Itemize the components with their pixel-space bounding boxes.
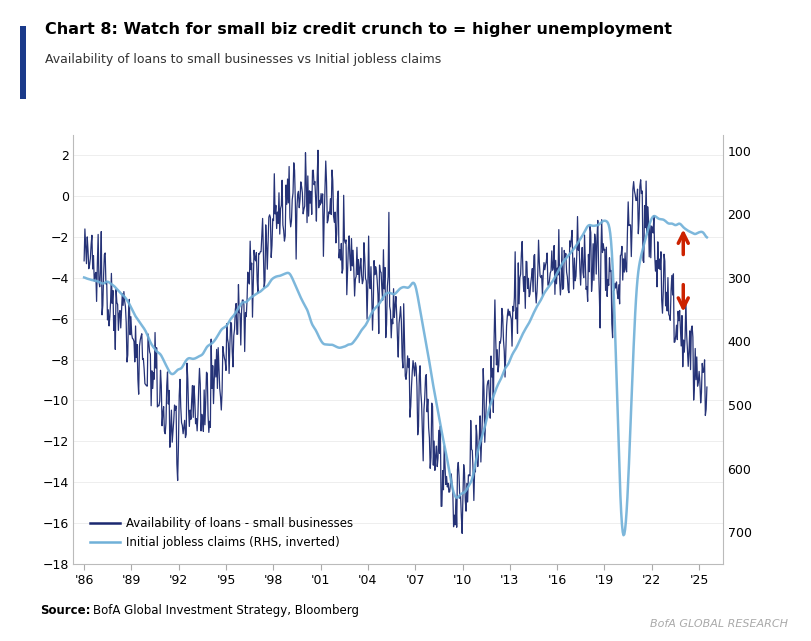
- Text: Chart 8: Watch for small biz credit crunch to = higher unemployment: Chart 8: Watch for small biz credit crun…: [45, 22, 671, 37]
- Text: Source:: Source:: [41, 604, 91, 617]
- Text: BofA Global Investment Strategy, Bloomberg: BofA Global Investment Strategy, Bloombe…: [93, 604, 359, 617]
- Text: BofA GLOBAL RESEARCH: BofA GLOBAL RESEARCH: [649, 619, 787, 629]
- Legend: Availability of loans - small businesses, Initial jobless claims (RHS, inverted): Availability of loans - small businesses…: [85, 513, 357, 554]
- Text: Availability of loans to small businesses vs Initial jobless claims: Availability of loans to small businesse…: [45, 53, 440, 65]
